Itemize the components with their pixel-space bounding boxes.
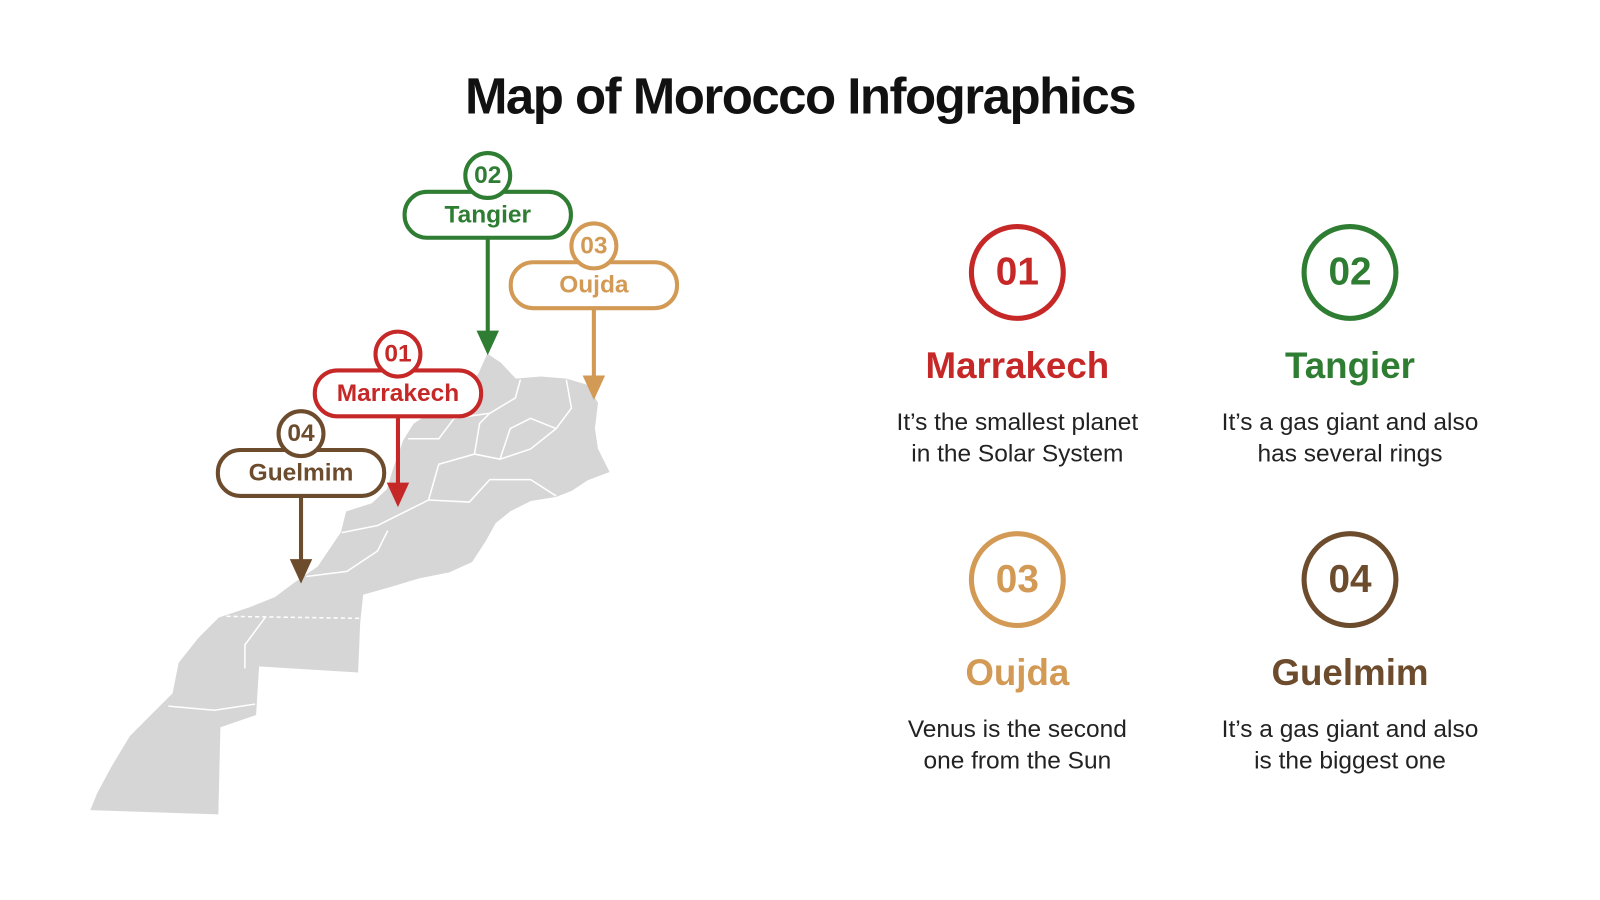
marker-badge [569,221,619,271]
item-description: It’s the smallest planet [897,409,1139,436]
item-description: is the biggest one [1254,748,1446,775]
marker-arrow-head [386,482,410,508]
item-circle [968,223,1066,321]
item-number: 02 [1328,251,1371,294]
marker-label: Tangier [444,201,531,228]
marker-number: 04 [287,420,315,447]
map-markers: Marrakech 01 Tangier 02 Oujda 03 Guelmim 04 [215,151,680,584]
item-title: Oujda [965,652,1070,693]
title: Map of Morocco Infographics [465,67,1135,124]
marker-arrow-head [582,375,606,400]
marker-badge [463,151,513,200]
legend-items: 01 Marrakech It’s the smallest planet in th… [897,223,1479,775]
marker-badge [276,409,326,459]
marker-label: Guelmim [249,459,354,486]
item-circle [1301,223,1399,321]
item-description: in the Solar System [911,441,1123,468]
item-description: It’s a gas giant and also [1222,409,1479,436]
item-title: Tangier [1285,345,1415,386]
item-description: one from the Sun [923,748,1111,775]
marker-number: 01 [384,341,411,368]
marker-label: Marrakech [337,380,459,407]
item-description: It’s a gas giant and also [1222,716,1479,743]
marker-number: 02 [474,162,501,189]
marker-badge [373,329,423,379]
item-circle [1301,531,1399,629]
item-title: Guelmim [1271,652,1428,693]
item-description: has several rings [1258,441,1443,468]
marker-number: 03 [580,232,607,259]
marker-label: Oujda [559,272,629,299]
item-number: 03 [996,558,1039,601]
item-title: Marrakech [925,345,1109,386]
morocco-shape [90,353,610,815]
marker-arrow-head [476,330,499,356]
map [90,353,610,815]
item-number: 04 [1328,558,1372,601]
item-description: Venus is the second [908,716,1127,743]
item-number: 01 [996,251,1039,294]
region-borders [168,379,573,711]
marker-arrow-head [289,559,313,584]
item-circle [968,531,1066,629]
